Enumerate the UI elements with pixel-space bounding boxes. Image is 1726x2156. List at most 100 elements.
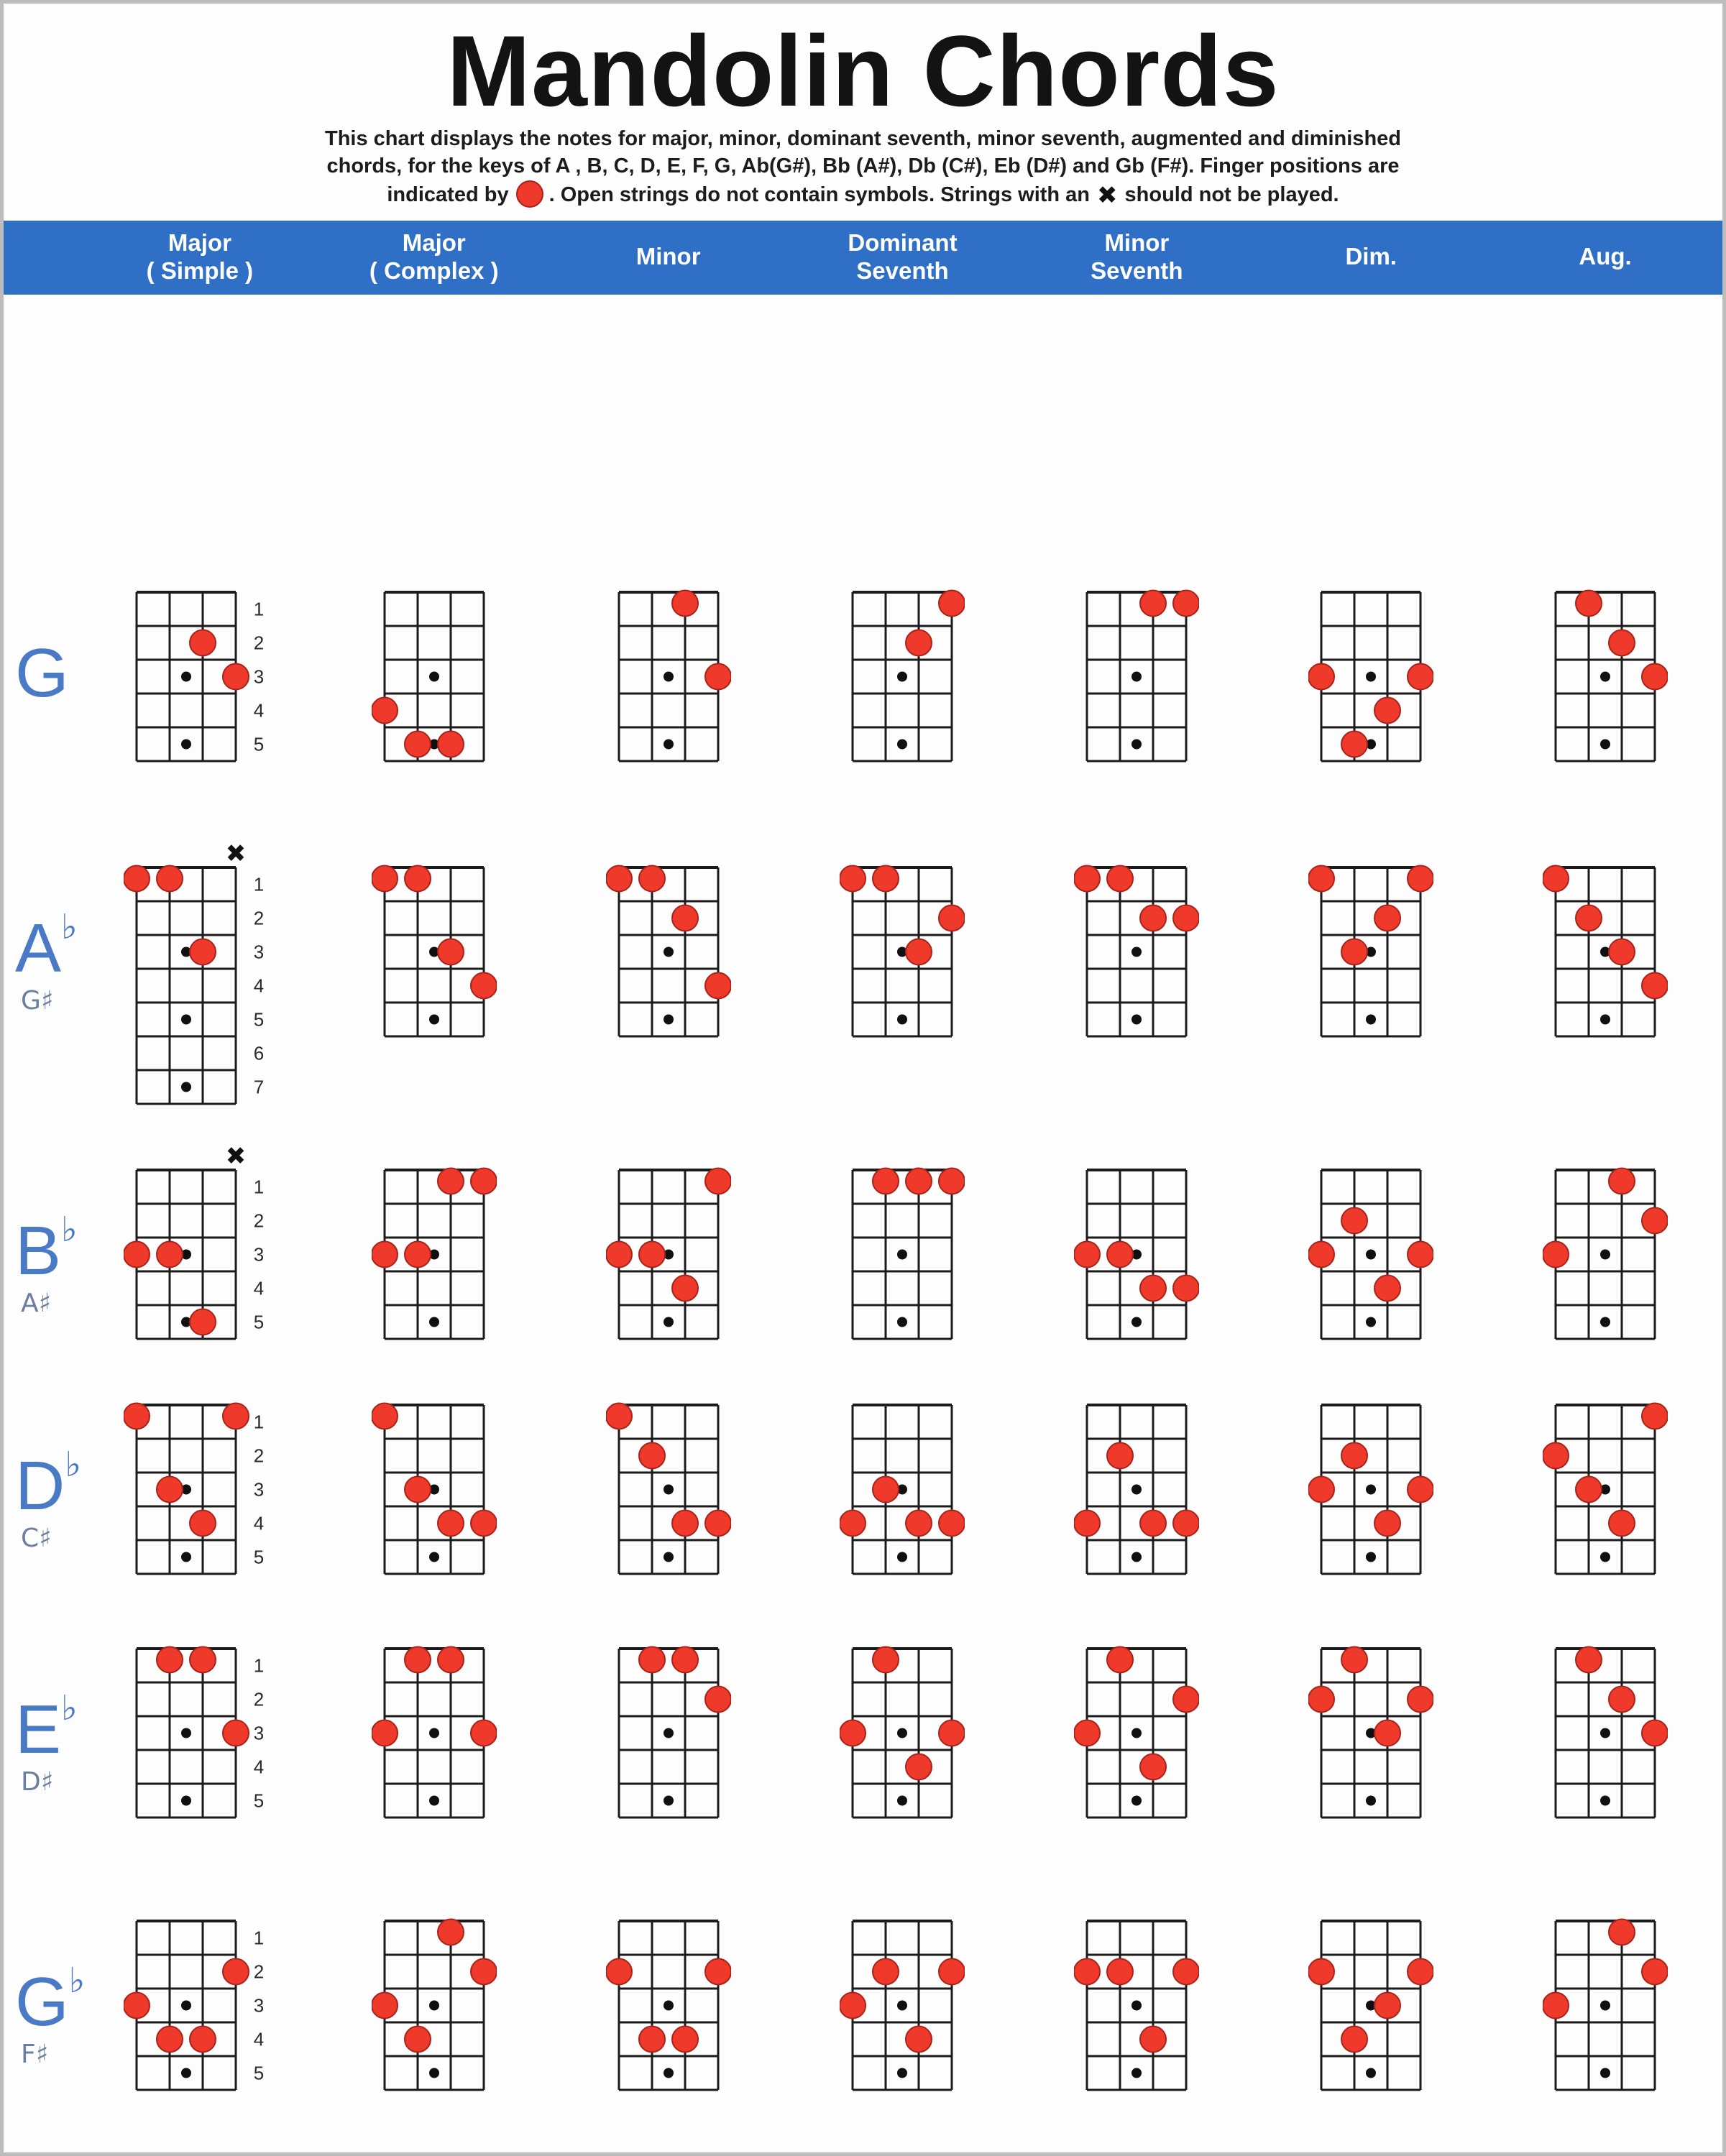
fret-marker-dot — [428, 1014, 439, 1025]
fret-marker-dot — [1366, 2000, 1377, 2011]
finger-dot — [1074, 1240, 1101, 1268]
fret-marker-dot — [180, 1014, 191, 1025]
finger-dot — [938, 589, 965, 617]
chord-diagram-g-major-complex — [371, 591, 485, 763]
description-line2: chords, for the keys of A , B, C, D, E, … — [326, 154, 1400, 178]
page-title: Mandolin Chords — [446, 14, 1280, 127]
finger-dot — [1374, 1509, 1402, 1537]
fret-marker-dot — [1366, 946, 1377, 957]
finger-dot — [188, 2025, 216, 2053]
cell-eb-major-complex — [317, 1624, 551, 1828]
cell-ab-aug — [1488, 843, 1722, 1046]
finger-dot — [1139, 589, 1167, 617]
chord-diagram-g-minor-seventh — [1085, 589, 1200, 763]
finger-dot — [221, 1719, 249, 1747]
finger-dot — [1641, 972, 1668, 1000]
fret-marker-dot — [1366, 671, 1377, 682]
fret-marker-dot — [897, 1728, 908, 1738]
fret-number: 3 — [254, 1995, 264, 2017]
finger-dot — [938, 1167, 965, 1195]
finger-dot — [1341, 938, 1369, 966]
finger-dot — [905, 629, 933, 657]
fret-marker-dot — [1600, 1552, 1611, 1562]
finger-dot — [188, 1308, 216, 1336]
fret-marker-dot — [1131, 1484, 1142, 1495]
fret-marker-dot — [663, 1728, 674, 1738]
finger-dot — [1074, 1509, 1101, 1537]
chord-diagram-g-dim — [1308, 591, 1434, 763]
fret-marker-dot — [180, 739, 191, 750]
cell-g-dim — [1254, 568, 1488, 771]
chord-diagram-eb-minor-seventh — [1074, 1646, 1200, 1819]
fret-marker-dot — [428, 1795, 439, 1806]
fret-marker-dot — [428, 671, 439, 682]
cell-ab-minor-seventh — [1019, 843, 1254, 1046]
finger-dot — [872, 1475, 900, 1503]
finger-dot — [1074, 1719, 1101, 1747]
description-line3-mid: . Open strings do not contain symbols. S… — [548, 183, 1091, 207]
row-key-letter: B♭ — [15, 1210, 78, 1290]
fret-marker-dot — [663, 1484, 674, 1495]
chord-diagram-db-dominant-seventh — [840, 1404, 965, 1575]
cell-eb-minor-seventh — [1019, 1624, 1254, 1828]
finger-dot — [872, 865, 900, 893]
fret-number: 2 — [254, 1445, 264, 1467]
finger-dot — [469, 1509, 497, 1537]
chord-diagram-eb-major-complex — [371, 1646, 497, 1819]
chord-diagram-ab-dominant-seventh — [840, 865, 965, 1038]
row-label-ab: A♭ G♯ — [4, 843, 83, 1015]
finger-dot — [1106, 1646, 1134, 1674]
cell-eb-major-simple: 1 2 3 4 5 — [83, 1624, 317, 1828]
fret-marker-dot — [1600, 2068, 1611, 2078]
finger-dot — [671, 1274, 699, 1302]
finger-dot — [1608, 629, 1636, 657]
finger-dot — [1575, 1475, 1603, 1503]
finger-dot — [1407, 1685, 1434, 1713]
finger-dot — [671, 1509, 699, 1537]
fret-number: 1 — [254, 1927, 264, 1949]
fret-marker-dot — [897, 739, 908, 750]
finger-dot — [1341, 1207, 1369, 1235]
finger-dot — [123, 1991, 150, 2019]
finger-dot — [1139, 904, 1167, 932]
finger-dot — [605, 1402, 633, 1430]
finger-dot — [188, 1646, 216, 1674]
finger-dot — [403, 1646, 431, 1674]
fret-marker-dot — [1366, 1795, 1377, 1806]
finger-dot — [938, 1958, 965, 1986]
fret-number: 4 — [254, 2029, 264, 2050]
fret-number: 4 — [254, 700, 264, 722]
fret-marker-dot — [180, 1249, 191, 1260]
fret-marker-dot — [663, 2000, 674, 2011]
row-alt-letter: C♯ — [21, 1523, 52, 1553]
fret-marker-dot — [1131, 671, 1142, 682]
finger-dot — [938, 1509, 965, 1537]
row-key-letter: G♭ — [15, 1961, 86, 2041]
finger-dot — [638, 1240, 666, 1268]
cell-bb-dominant-seventh — [786, 1146, 1020, 1349]
finger-dot — [1543, 1442, 1570, 1470]
finger-dot-icon — [515, 180, 543, 208]
fret-marker-dot — [897, 946, 908, 957]
description-line3-pre: indicated by — [387, 183, 509, 207]
finger-dot — [1308, 1240, 1336, 1268]
chord-diagram-eb-minor — [618, 1646, 731, 1819]
chord-diagram-bb-minor-seventh — [1074, 1169, 1200, 1340]
finger-dot — [1139, 1274, 1167, 1302]
fret-marker-dot — [180, 1795, 191, 1806]
finger-dot — [1172, 589, 1200, 617]
chord-row-eb: E♭ D♯ 1 2 3 4 5 — [4, 1624, 1722, 1828]
finger-dot — [155, 1646, 183, 1674]
finger-dot — [1543, 1240, 1570, 1268]
fret-number: 5 — [254, 1790, 264, 1812]
row-key-letter: G — [15, 635, 69, 712]
finger-dot — [1341, 1442, 1369, 1470]
fret-marker-dot — [1366, 2068, 1377, 2078]
finger-dot — [872, 1167, 900, 1195]
cell-ab-dominant-seventh — [786, 843, 1020, 1046]
fret-number: 5 — [254, 734, 264, 755]
finger-dot — [1374, 1719, 1402, 1747]
finger-dot — [469, 1719, 497, 1747]
row-label-eb: E♭ D♯ — [4, 1624, 83, 1796]
finger-dot — [123, 1240, 150, 1268]
